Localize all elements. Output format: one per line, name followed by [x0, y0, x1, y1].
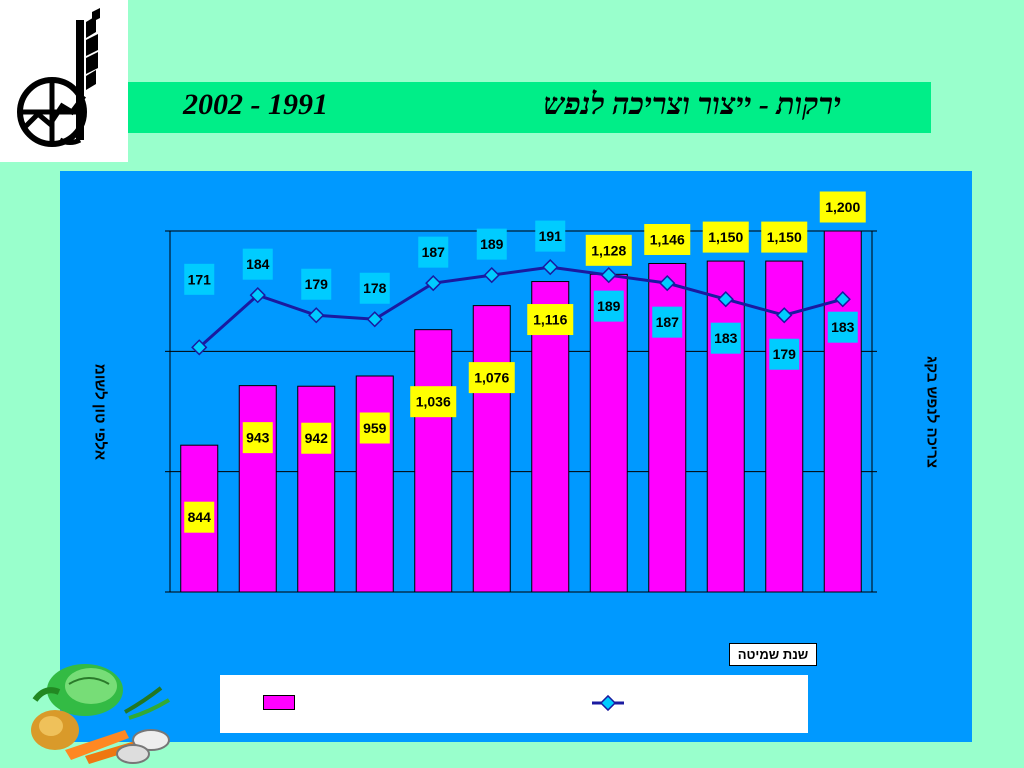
- line-label-1993-box: [301, 268, 332, 300]
- line-label-1994: 178: [363, 280, 387, 296]
- bar-1993: [297, 385, 336, 593]
- y2-axis-label: צריכה לנפש בקג: [923, 356, 941, 468]
- line-marker-1992: [249, 287, 266, 304]
- bar-label-1999: 1,146: [650, 231, 685, 247]
- bar-label-2001-box: [761, 221, 808, 253]
- x-axis-label: שנת שמיטה: [729, 643, 817, 666]
- bar-label-1991: 844: [188, 509, 212, 525]
- bar-label-2002: 1,200: [825, 199, 860, 215]
- bar-label-1998-box: [585, 234, 632, 266]
- bar-label-1992-box: [242, 422, 273, 454]
- line-marker-1997: [542, 258, 559, 276]
- line-label-1999: 187: [656, 314, 680, 330]
- bar-label-1993-box: [301, 422, 332, 454]
- line-label-1992-box: [242, 248, 273, 280]
- line-marker-1999: [659, 275, 676, 292]
- line-marker-2000: [717, 291, 734, 308]
- bar-label-2001: 1,150: [767, 229, 802, 245]
- legend: [220, 675, 808, 733]
- vegetables-clipart-icon: [31, 664, 171, 764]
- line-label-2002: 183: [831, 319, 855, 335]
- bar-2001: [765, 260, 804, 593]
- line-label-1992: 184: [246, 256, 270, 272]
- line-label-1993: 179: [305, 276, 329, 292]
- bar-1992: [238, 385, 277, 593]
- line-label-1996-box: [476, 228, 507, 260]
- line-marker-1998: [600, 266, 617, 284]
- line-label-2000-box: [710, 322, 741, 354]
- line-label-2002-box: [827, 311, 858, 343]
- ministry-logo: [0, 0, 128, 162]
- line-label-1998: 189: [597, 298, 621, 314]
- bar-1994: [355, 375, 394, 593]
- bar-1996: [472, 305, 511, 593]
- bar-label-1992: 943: [246, 430, 270, 446]
- line-label-1991: 171: [188, 271, 212, 287]
- line-label-2001: 179: [773, 346, 797, 362]
- line-marker-2002: [834, 291, 851, 308]
- title-bar: ירקות - ייצור וצריכה לנפש 2002 - 1991: [128, 82, 931, 133]
- bar-label-1994-box: [359, 412, 390, 444]
- bar-label-1993: 942: [305, 430, 329, 446]
- line-marker-1993: [308, 307, 325, 324]
- bar-label-1997-box: [527, 304, 574, 336]
- bar-label-1998: 1,128: [591, 242, 626, 258]
- bar-label-1991-box: [184, 501, 215, 533]
- bar-1995: [414, 329, 453, 593]
- line-label-1997-box: [535, 220, 566, 252]
- line-label-1998-box: [593, 290, 624, 322]
- line-label-1995-box: [418, 236, 449, 268]
- consumption-line: [198, 265, 844, 349]
- page-title: ירקות - ייצור וצריכה לנפש: [543, 88, 841, 121]
- bar-label-2002-box: [819, 191, 866, 223]
- bar-label-1999-box: [644, 223, 691, 255]
- bar-label-1996: 1,076: [474, 370, 509, 386]
- line-marker-1991: [191, 339, 208, 356]
- line-marker-1995: [425, 275, 442, 292]
- line-marker-1996: [483, 266, 500, 284]
- line-marker-2001: [776, 307, 793, 324]
- line-label-1991-box: [184, 263, 215, 295]
- line-label-2000: 183: [714, 330, 738, 346]
- legend-bar-swatch: [263, 695, 295, 710]
- bar-label-1995: 1,036: [416, 394, 451, 410]
- line-label-2001-box: [769, 338, 800, 370]
- bar-label-2000: 1,150: [708, 229, 743, 245]
- bar-2000: [706, 260, 745, 593]
- bar-2002: [823, 230, 862, 593]
- line-marker-1994: [366, 311, 383, 328]
- bar-label-1996-box: [468, 362, 515, 394]
- line-label-1999-box: [652, 306, 683, 338]
- legend-line-swatch: [592, 694, 624, 712]
- bar-label-1994: 959: [363, 420, 387, 436]
- bar-label-2000-box: [702, 221, 749, 253]
- line-label-1997: 191: [539, 228, 563, 244]
- bar-1998: [589, 273, 628, 593]
- bar-label-1997: 1,116: [533, 312, 567, 328]
- bar-label-1995-box: [410, 386, 457, 418]
- page-title-years: 2002 - 1991: [183, 88, 328, 121]
- y-axis-label: אלפי טון לשומ: [91, 363, 109, 461]
- line-label-1995: 187: [422, 244, 446, 260]
- line-label-1996: 189: [480, 236, 504, 252]
- line-label-1994-box: [359, 272, 390, 304]
- wheat-globe-logo-icon: [17, 8, 100, 147]
